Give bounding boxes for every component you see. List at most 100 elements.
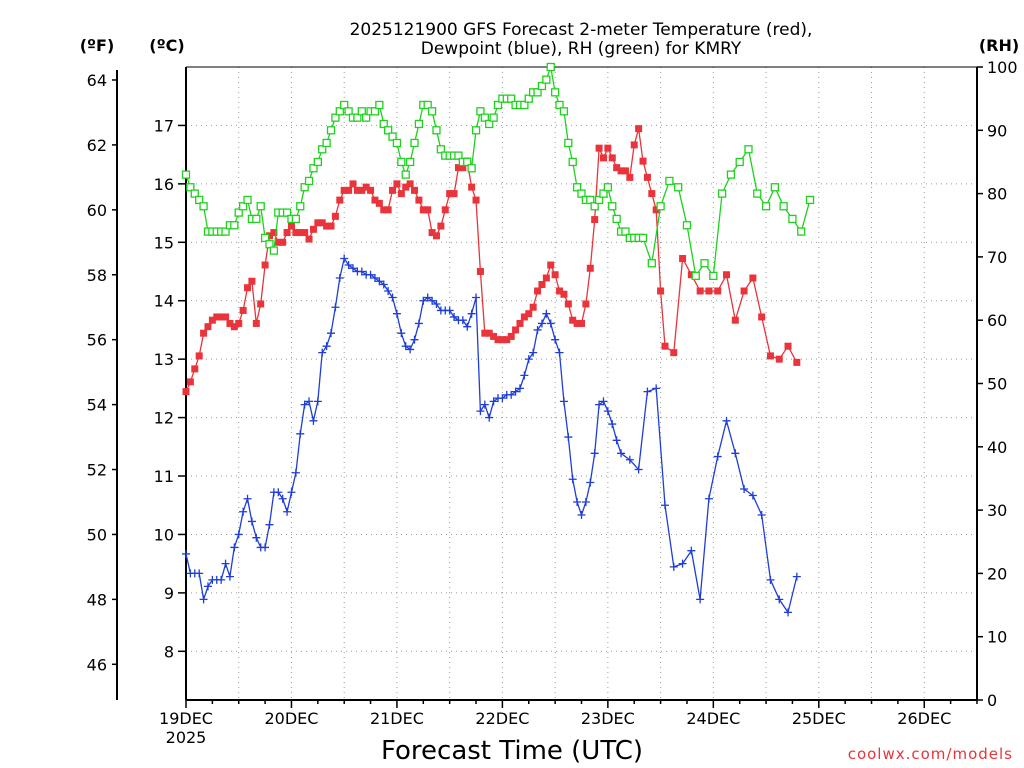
rh-point (674, 183, 683, 192)
temperature-point (696, 287, 704, 295)
rh-series (181, 62, 815, 281)
temperature-point (687, 271, 695, 279)
rh-point (533, 88, 542, 97)
temperature-point (608, 154, 616, 162)
temperature-point (411, 186, 419, 194)
temperature-point (257, 300, 265, 308)
celsius-tick-label: 16 (154, 175, 174, 194)
dewpoint-point (265, 520, 274, 529)
temperature-point (476, 268, 484, 276)
dewpoint-point (247, 517, 256, 526)
temperature-point (657, 287, 665, 295)
fahrenheit-unit-label: (ºF) (80, 36, 115, 55)
dewpoint-point (546, 319, 555, 328)
rh-point (304, 176, 314, 186)
dewpoint-point (291, 468, 300, 477)
dewpoint-point (498, 394, 507, 403)
temperature-point (217, 313, 225, 321)
dewpoint-point (559, 397, 568, 406)
dewpoint-point (305, 397, 314, 406)
dewpoint-point (296, 429, 305, 438)
dewpoint-point (397, 329, 406, 338)
dewpoint-point (217, 575, 226, 584)
temperature-point (569, 316, 577, 324)
temperature-point (265, 232, 273, 240)
dewpoint-point (313, 397, 322, 406)
temperature-point (441, 206, 449, 214)
temperature-point (287, 222, 295, 230)
dewpoint-point (731, 449, 740, 458)
dewpoint-point (318, 348, 327, 357)
rh-point (599, 189, 608, 198)
dewpoint-point (608, 420, 617, 429)
fahrenheit-tick-label: 62 (87, 136, 107, 155)
rh-point (195, 195, 204, 205)
fahrenheit-tick-label: 56 (87, 331, 107, 350)
chart-axes: 46 48 50 52 54 56 58 60 62 64 8 9 10 11 12 13 14 15 16 17 0 1… (87, 58, 1018, 747)
dewpoint-point (520, 371, 529, 380)
rh-point (691, 271, 700, 281)
celsius-tick-label: 11 (154, 467, 174, 486)
rh-tick-label: 10 (987, 628, 1007, 647)
dewpoint-point (537, 319, 546, 328)
rh-point (797, 227, 806, 236)
temperature-point (516, 319, 524, 327)
rh-point (379, 119, 388, 129)
temperature-point (481, 329, 489, 337)
dewpoint-point (577, 510, 586, 519)
rh-point (427, 107, 437, 116)
rh-point (594, 195, 604, 205)
dewpoint-point (595, 400, 604, 409)
rh-point (726, 170, 736, 179)
rh-point (586, 195, 595, 205)
rh-point (709, 271, 718, 281)
rh-point (423, 100, 432, 110)
temperature-point (252, 319, 260, 327)
temperature-point (503, 336, 511, 344)
dewpoint-point (428, 296, 437, 305)
date-tick-label: 21DEC (370, 709, 424, 728)
temperature-point (626, 173, 634, 181)
temperature-point (384, 206, 392, 214)
temperature-point (428, 229, 436, 237)
rh-point (542, 75, 551, 84)
rh-point (230, 221, 239, 230)
rh-point (546, 62, 555, 72)
rh-point (291, 214, 301, 224)
dewpoint-point (348, 264, 357, 273)
source-credit: coolwx.com/models (848, 745, 1013, 763)
dewpoint-point (423, 293, 432, 302)
temperature-point (604, 144, 612, 152)
temperature-point (494, 336, 502, 344)
temperature-point (424, 206, 432, 214)
dewpoint-point (406, 345, 415, 354)
dewpoint-point (203, 582, 212, 591)
temperature-point (595, 144, 603, 152)
temperature-point (621, 167, 629, 175)
date-tick-label: 20DEC (264, 709, 318, 728)
temperature-point (367, 186, 375, 194)
rh-point (221, 227, 230, 236)
dewpoint-point (625, 455, 634, 464)
dewpoint-point (419, 296, 428, 305)
dewpoint-series (182, 254, 801, 617)
rh-point (252, 214, 261, 224)
temperature-point (323, 222, 331, 230)
dewpoint-point (283, 507, 292, 516)
dewpoint-point (652, 384, 661, 393)
dewpoint-point (252, 533, 261, 542)
rh-point (524, 94, 533, 103)
rh-point (476, 107, 485, 116)
temperature-point (758, 313, 766, 321)
rh-point (388, 132, 397, 141)
rh-point (603, 183, 613, 192)
temperature-point (652, 206, 660, 214)
dewpoint-point (515, 384, 524, 393)
dewpoint-point (221, 559, 230, 568)
temperature-point (485, 329, 493, 337)
dewpoint-point (669, 562, 678, 571)
dewpoint-point (564, 433, 573, 442)
dewpoint-point (555, 348, 564, 357)
temperature-point (775, 355, 783, 363)
temperature-point (248, 277, 256, 285)
